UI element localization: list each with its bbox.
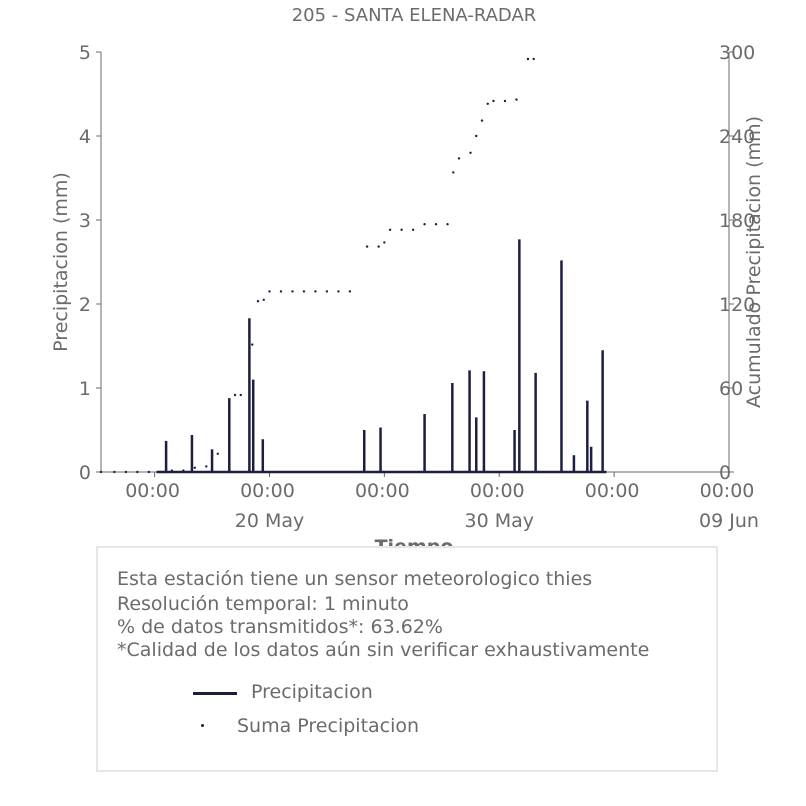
legend-label-suma-precipitacion: Suma Precipitacion bbox=[237, 715, 420, 737]
cumulative-dot bbox=[256, 300, 260, 303]
cumulative-dot bbox=[216, 452, 219, 455]
cumulative-dot bbox=[411, 228, 415, 231]
x-tick-sublabel: 20 May bbox=[235, 510, 305, 532]
cumulative-dot bbox=[262, 298, 265, 301]
x-tick-label: 00:00 bbox=[125, 480, 180, 502]
cumulative-dot bbox=[423, 223, 426, 226]
cumulative-dot bbox=[159, 470, 162, 474]
cumulative-dot bbox=[457, 157, 461, 160]
cumulative-dot bbox=[268, 290, 271, 293]
cumulative-dot bbox=[475, 134, 478, 138]
cumulative-dot bbox=[526, 57, 530, 61]
left-y-tick-label: 1 bbox=[79, 378, 91, 400]
cumulative-dot bbox=[469, 151, 472, 154]
x-tick-sublabel: 09 Jun bbox=[699, 510, 759, 532]
cumulative-dot bbox=[233, 393, 237, 397]
cumulative-dot bbox=[365, 245, 369, 248]
left-y-tick-label: 0 bbox=[79, 462, 91, 484]
cumulative-dot bbox=[486, 102, 489, 106]
cumulative-dot bbox=[337, 290, 340, 293]
cumulative-dot bbox=[434, 223, 438, 226]
info-resolution: Resolución temporal: 1 minuto bbox=[117, 593, 409, 615]
y-axis-title: Precipitacion (mm) bbox=[50, 172, 72, 352]
cumulative-dot bbox=[170, 469, 174, 472]
right-y-tick-label: 180 bbox=[719, 210, 755, 232]
left-y-ticks: 0 1 2 3 4 5 bbox=[79, 42, 101, 484]
cumulative-dot bbox=[377, 245, 380, 248]
cumulative-dot bbox=[251, 343, 254, 346]
cumulative-dot bbox=[99, 470, 103, 474]
cumulative-dot bbox=[302, 290, 306, 293]
cumulative-dot bbox=[239, 393, 242, 397]
x-tick-sublabel: 30 May bbox=[464, 510, 534, 532]
legend-label-precipitacion: Precipitacion bbox=[251, 681, 373, 703]
legend-dot-swatch bbox=[201, 724, 204, 727]
cumulative-dot bbox=[210, 454, 214, 457]
info-quality-note: *Calidad de los datos aún sin verificar … bbox=[117, 639, 650, 661]
cumulative-dot bbox=[503, 99, 507, 103]
left-y-tick-label: 2 bbox=[79, 294, 91, 316]
left-y-tick-label: 5 bbox=[79, 42, 91, 64]
y2-axis-title: Acumulado Precipitacion (mm) bbox=[743, 116, 765, 408]
right-y-ticks: 0 60 120 180 240 300 bbox=[719, 42, 755, 484]
left-y-tick-label: 4 bbox=[79, 126, 91, 148]
right-y-tick-label: 60 bbox=[719, 378, 743, 400]
series-precipitacion bbox=[156, 239, 607, 474]
cumulative-dot bbox=[348, 290, 352, 293]
axes bbox=[100, 52, 730, 473]
chart-title: 205 - SANTA ELENA-RADAR bbox=[292, 5, 537, 26]
cumulative-dot bbox=[193, 466, 197, 469]
cumulative-dot bbox=[136, 470, 139, 474]
cumulative-dot bbox=[228, 407, 231, 411]
cumulative-dot bbox=[532, 57, 535, 61]
cumulative-dot bbox=[279, 290, 283, 293]
left-y-tick-label: 3 bbox=[79, 210, 91, 232]
right-y-tick-label: 120 bbox=[719, 294, 755, 316]
cumulative-dot bbox=[325, 290, 329, 293]
series-suma-precipitacion bbox=[99, 57, 535, 474]
x-ticks: 00:00 00:00 20 May 00:00 00:00 30 May 00:00 00:… bbox=[125, 472, 759, 532]
cumulative-dot bbox=[182, 469, 185, 472]
info-sensor: Esta estación tiene un sensor meteorolog… bbox=[117, 568, 593, 590]
cumulative-dot bbox=[314, 290, 317, 293]
right-y-tick-label: 0 bbox=[719, 462, 731, 484]
cumulative-dot bbox=[446, 223, 449, 226]
cumulative-dot bbox=[492, 99, 495, 103]
cumulative-dot bbox=[480, 119, 484, 122]
x-tick-label: 00:00 bbox=[470, 480, 525, 502]
cumulative-dot bbox=[388, 228, 392, 231]
precipitation-chart: 205 - SANTA ELENA-RADAR 0 1 2 3 4 5 0 60 120 180… bbox=[50, 5, 765, 558]
cumulative-dot bbox=[147, 470, 151, 474]
cumulative-dot bbox=[124, 470, 128, 474]
cumulative-dot bbox=[452, 171, 455, 174]
x-tick-label: 00:00 bbox=[700, 480, 755, 502]
cumulative-dot bbox=[205, 465, 208, 468]
right-y-tick-label: 300 bbox=[719, 42, 755, 64]
right-y-tick-label: 240 bbox=[719, 126, 755, 148]
x-tick-label: 00:00 bbox=[240, 480, 295, 502]
cumulative-dot bbox=[515, 98, 518, 101]
legend-line-swatch bbox=[193, 692, 237, 695]
info-box: Esta estación tiene un sensor meteorolog… bbox=[96, 546, 718, 772]
cumulative-dot bbox=[400, 228, 403, 231]
x-tick-label: 00:00 bbox=[585, 480, 640, 502]
cumulative-dot bbox=[291, 290, 294, 293]
cumulative-dot bbox=[383, 241, 386, 244]
cumulative-dot bbox=[113, 470, 116, 474]
x-tick-label: 00:00 bbox=[355, 480, 410, 502]
info-transmitted: % de datos transmitidos*: 63.62% bbox=[117, 616, 443, 638]
